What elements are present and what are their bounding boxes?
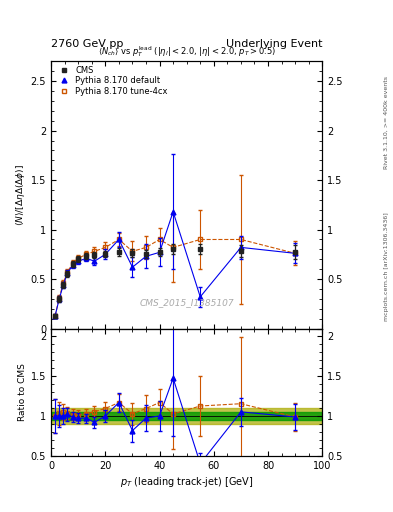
Pythia 8.170 tune-4cx bbox=[61, 280, 66, 286]
Pythia 8.170 default bbox=[53, 312, 57, 318]
CMS bbox=[76, 256, 81, 262]
Pythia 8.170 tune-4cx bbox=[84, 251, 89, 258]
Line: CMS: CMS bbox=[53, 247, 298, 318]
Text: mcplots.cern.ch [arXiv:1306.3436]: mcplots.cern.ch [arXiv:1306.3436] bbox=[384, 212, 389, 321]
Pythia 8.170 default bbox=[293, 250, 298, 257]
CMS bbox=[84, 253, 89, 260]
CMS bbox=[130, 250, 135, 257]
Pythia 8.170 default bbox=[116, 237, 121, 243]
Text: Underlying Event: Underlying Event bbox=[226, 38, 322, 49]
Line: Pythia 8.170 tune-4cx: Pythia 8.170 tune-4cx bbox=[53, 237, 298, 318]
Pythia 8.170 default bbox=[92, 258, 97, 264]
Pythia 8.170 default bbox=[61, 282, 66, 288]
Pythia 8.170 default bbox=[70, 262, 75, 268]
Pythia 8.170 tune-4cx bbox=[144, 244, 149, 250]
Pythia 8.170 tune-4cx bbox=[198, 237, 203, 243]
Pythia 8.170 tune-4cx bbox=[171, 244, 175, 250]
CMS bbox=[103, 251, 108, 258]
Pythia 8.170 default bbox=[76, 258, 81, 264]
Pythia 8.170 tune-4cx bbox=[70, 260, 75, 266]
Pythia 8.170 default bbox=[65, 270, 70, 276]
Pythia 8.170 default bbox=[84, 255, 89, 261]
Text: Rivet 3.1.10, >= 400k events: Rivet 3.1.10, >= 400k events bbox=[384, 76, 389, 169]
Pythia 8.170 tune-4cx bbox=[130, 248, 135, 254]
Pythia 8.170 tune-4cx bbox=[239, 237, 243, 243]
CMS bbox=[70, 261, 75, 267]
Pythia 8.170 tune-4cx bbox=[92, 248, 97, 254]
Pythia 8.170 tune-4cx bbox=[57, 295, 62, 301]
CMS bbox=[57, 296, 62, 302]
CMS bbox=[92, 252, 97, 259]
CMS bbox=[116, 249, 121, 255]
CMS bbox=[198, 246, 203, 252]
Pythia 8.170 tune-4cx bbox=[116, 237, 121, 243]
Text: $\langle N_{ch}\rangle$ vs $p_T^{\rm lead}$ ($|\eta_l|<2.0$, $|\eta|<2.0$, $p_T>: $\langle N_{ch}\rangle$ vs $p_T^{\rm lea… bbox=[98, 44, 275, 59]
Line: Pythia 8.170 default: Pythia 8.170 default bbox=[53, 209, 298, 318]
Text: CMS_2015_I1385107: CMS_2015_I1385107 bbox=[140, 298, 234, 307]
Pythia 8.170 default bbox=[239, 244, 243, 250]
Pythia 8.170 tune-4cx bbox=[65, 269, 70, 275]
CMS bbox=[157, 249, 162, 255]
CMS bbox=[239, 248, 243, 254]
Legend: CMS, Pythia 8.170 default, Pythia 8.170 tune-4cx: CMS, Pythia 8.170 default, Pythia 8.170 … bbox=[53, 64, 169, 98]
Pythia 8.170 tune-4cx bbox=[103, 244, 108, 250]
Pythia 8.170 tune-4cx bbox=[53, 312, 57, 318]
Bar bbox=[51, 412, 322, 420]
CMS bbox=[293, 249, 298, 255]
CMS bbox=[61, 282, 66, 288]
Pythia 8.170 default bbox=[130, 264, 135, 270]
Pythia 8.170 tune-4cx bbox=[157, 237, 162, 243]
Text: 2760 GeV pp: 2760 GeV pp bbox=[51, 38, 123, 49]
CMS bbox=[53, 312, 57, 318]
Pythia 8.170 tune-4cx bbox=[76, 255, 81, 261]
Pythia 8.170 tune-4cx bbox=[293, 250, 298, 257]
Pythia 8.170 default bbox=[157, 249, 162, 255]
Pythia 8.170 default bbox=[171, 209, 175, 215]
X-axis label: $p_T$ (leading track-jet) [GeV]: $p_T$ (leading track-jet) [GeV] bbox=[120, 475, 253, 489]
Bar bbox=[51, 408, 322, 424]
CMS bbox=[65, 271, 70, 277]
Y-axis label: $\langle N\rangle/[\Delta\eta\Delta(\Delta\phi)]$: $\langle N\rangle/[\Delta\eta\Delta(\Del… bbox=[14, 164, 27, 226]
CMS bbox=[171, 246, 175, 252]
Pythia 8.170 default bbox=[144, 253, 149, 260]
Pythia 8.170 default bbox=[103, 251, 108, 258]
Y-axis label: Ratio to CMS: Ratio to CMS bbox=[18, 363, 27, 421]
CMS bbox=[144, 251, 149, 258]
Pythia 8.170 default bbox=[57, 296, 62, 302]
Pythia 8.170 default bbox=[198, 294, 203, 300]
